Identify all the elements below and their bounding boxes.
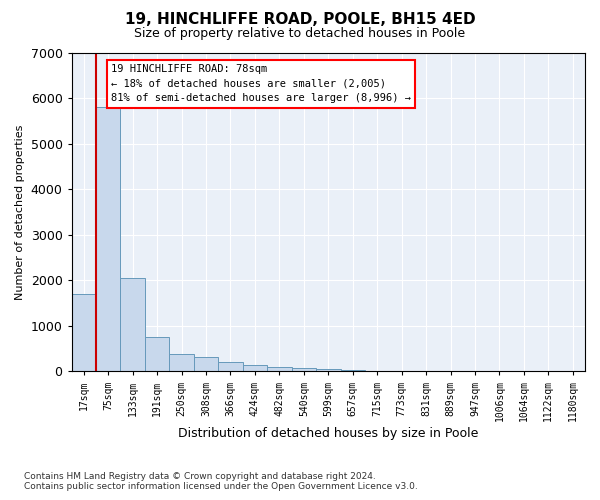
Bar [292,368,316,372]
Y-axis label: Number of detached properties: Number of detached properties [15,124,25,300]
Bar [121,278,145,372]
Bar [145,337,169,372]
Text: Size of property relative to detached houses in Poole: Size of property relative to detached ho… [134,28,466,40]
Bar [96,107,121,372]
Bar [194,357,218,372]
Text: 19 HINCHLIFFE ROAD: 78sqm
← 18% of detached houses are smaller (2,005)
81% of se: 19 HINCHLIFFE ROAD: 78sqm ← 18% of detac… [111,64,411,104]
Bar [218,362,243,372]
X-axis label: Distribution of detached houses by size in Poole: Distribution of detached houses by size … [178,427,478,440]
Bar [71,294,96,372]
Text: Contains public sector information licensed under the Open Government Licence v3: Contains public sector information licen… [24,482,418,491]
Bar [267,367,292,372]
Bar [341,370,365,372]
Text: Contains HM Land Registry data © Crown copyright and database right 2024.: Contains HM Land Registry data © Crown c… [24,472,376,481]
Bar [169,354,194,372]
Bar [243,364,267,372]
Text: 19, HINCHLIFFE ROAD, POOLE, BH15 4ED: 19, HINCHLIFFE ROAD, POOLE, BH15 4ED [125,12,475,28]
Bar [316,369,341,372]
